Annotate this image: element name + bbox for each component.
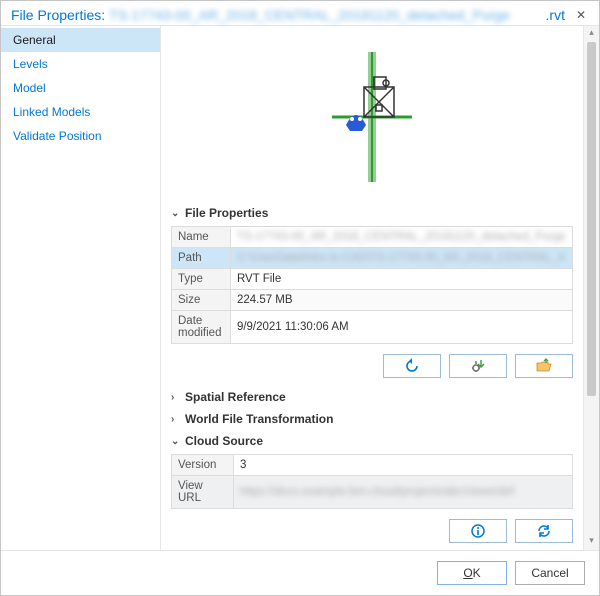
prop-key: View URL <box>172 476 234 509</box>
chevron-right-icon: › <box>171 392 183 403</box>
nav-sidebar: General Levels Model Linked Models Valid… <box>1 26 161 550</box>
prop-value: https://docs.example.bim.cloud/projects/… <box>234 476 573 509</box>
model-thumbnail-icon <box>312 47 432 187</box>
table-row[interactable]: TypeRVT File <box>172 269 573 290</box>
open-folder-button[interactable] <box>515 354 573 378</box>
section-title: Spatial Reference <box>185 390 286 404</box>
sync-icon <box>536 523 552 539</box>
section-spatial-reference[interactable]: › Spatial Reference <box>171 386 573 408</box>
folder-open-icon <box>536 358 552 374</box>
prop-key: Version <box>172 455 234 476</box>
section-cloud-source[interactable]: ⌄ Cloud Source <box>171 430 573 452</box>
prop-value: 3 <box>234 455 573 476</box>
sidebar-item-levels[interactable]: Levels <box>1 52 160 76</box>
scroll-up-icon[interactable]: ▴ <box>584 27 599 41</box>
sidebar-item-label: Linked Models <box>13 105 90 119</box>
section-file-properties[interactable]: ⌄ File Properties <box>171 202 573 224</box>
info-icon <box>470 523 486 539</box>
chevron-down-icon: ⌄ <box>171 436 183 447</box>
section-world-file-transformation[interactable]: › World File Transformation <box>171 408 573 430</box>
prop-key: Type <box>172 269 231 290</box>
prop-value: RVT File <box>230 269 572 290</box>
prop-value: C:\UserData\Intro to CAD\TS-17743-00_AR_… <box>230 248 572 269</box>
dialog-footer: OK Cancel <box>1 550 599 595</box>
file-properties-toolbar <box>171 350 573 386</box>
title-extension: .rvt <box>546 7 565 23</box>
vertical-scrollbar[interactable]: ▴ ▾ <box>583 26 599 550</box>
sync-button[interactable] <box>515 519 573 543</box>
prop-key: Name <box>172 227 231 248</box>
info-button[interactable] <box>449 519 507 543</box>
sidebar-item-linked-models[interactable]: Linked Models <box>1 100 160 124</box>
table-row[interactable]: PathC:\UserData\Intro to CAD\TS-17743-00… <box>172 248 573 269</box>
sidebar-item-validate-position[interactable]: Validate Position <box>1 124 160 148</box>
sidebar-item-label: Validate Position <box>13 129 102 143</box>
section-title: Cloud Source <box>185 434 263 448</box>
table-row[interactable]: Date modified9/9/2021 11:30:06 AM <box>172 311 573 344</box>
scroll-down-icon[interactable]: ▾ <box>584 535 599 549</box>
chevron-down-icon: ⌄ <box>171 208 183 219</box>
close-icon[interactable]: ✕ <box>573 8 589 22</box>
gear-import-icon <box>470 358 486 374</box>
title-filename: TS-17743-00_AR_2018_CENTRAL_20181120_det… <box>109 7 545 23</box>
prop-value: 224.57 MB <box>230 290 572 311</box>
dialog-titlebar: File Properties: TS-17743-00_AR_2018_CEN… <box>1 1 599 26</box>
sidebar-item-label: Levels <box>13 57 48 71</box>
import-settings-button[interactable] <box>449 354 507 378</box>
title-label: File Properties: <box>11 7 105 23</box>
refresh-icon <box>404 358 420 374</box>
prop-key: Size <box>172 290 231 311</box>
button-label: Cancel <box>531 566 568 580</box>
sidebar-item-general[interactable]: General <box>1 28 160 52</box>
table-row[interactable]: Version3 <box>172 455 573 476</box>
section-title: World File Transformation <box>185 412 333 426</box>
table-row[interactable]: View URLhttps://docs.example.bim.cloud/p… <box>172 476 573 509</box>
main-content: ⌄ File Properties NameTS-17743-00_AR_201… <box>161 26 583 550</box>
table-row[interactable]: Size224.57 MB <box>172 290 573 311</box>
cloud-source-toolbar <box>171 515 573 550</box>
sidebar-item-label: Model <box>13 81 46 95</box>
sidebar-item-model[interactable]: Model <box>1 76 160 100</box>
button-label: OK <box>463 566 480 580</box>
ok-button[interactable]: OK <box>437 561 507 585</box>
sidebar-item-label: General <box>13 33 56 47</box>
prop-value: TS-17743-00_AR_2018_CENTRAL_20181120_det… <box>230 227 572 248</box>
cloud-source-table: Version3 View URLhttps://docs.example.bi… <box>171 454 573 509</box>
table-row[interactable]: NameTS-17743-00_AR_2018_CENTRAL_20181120… <box>172 227 573 248</box>
file-properties-table: NameTS-17743-00_AR_2018_CENTRAL_20181120… <box>171 226 573 344</box>
model-preview <box>171 32 573 202</box>
refresh-button[interactable] <box>383 354 441 378</box>
prop-key: Date modified <box>172 311 231 344</box>
prop-value: 9/9/2021 11:30:06 AM <box>230 311 572 344</box>
cancel-button[interactable]: Cancel <box>515 561 585 585</box>
section-title: File Properties <box>185 206 268 220</box>
prop-key: Path <box>172 248 231 269</box>
chevron-right-icon: › <box>171 414 183 425</box>
scroll-thumb[interactable] <box>587 42 596 396</box>
